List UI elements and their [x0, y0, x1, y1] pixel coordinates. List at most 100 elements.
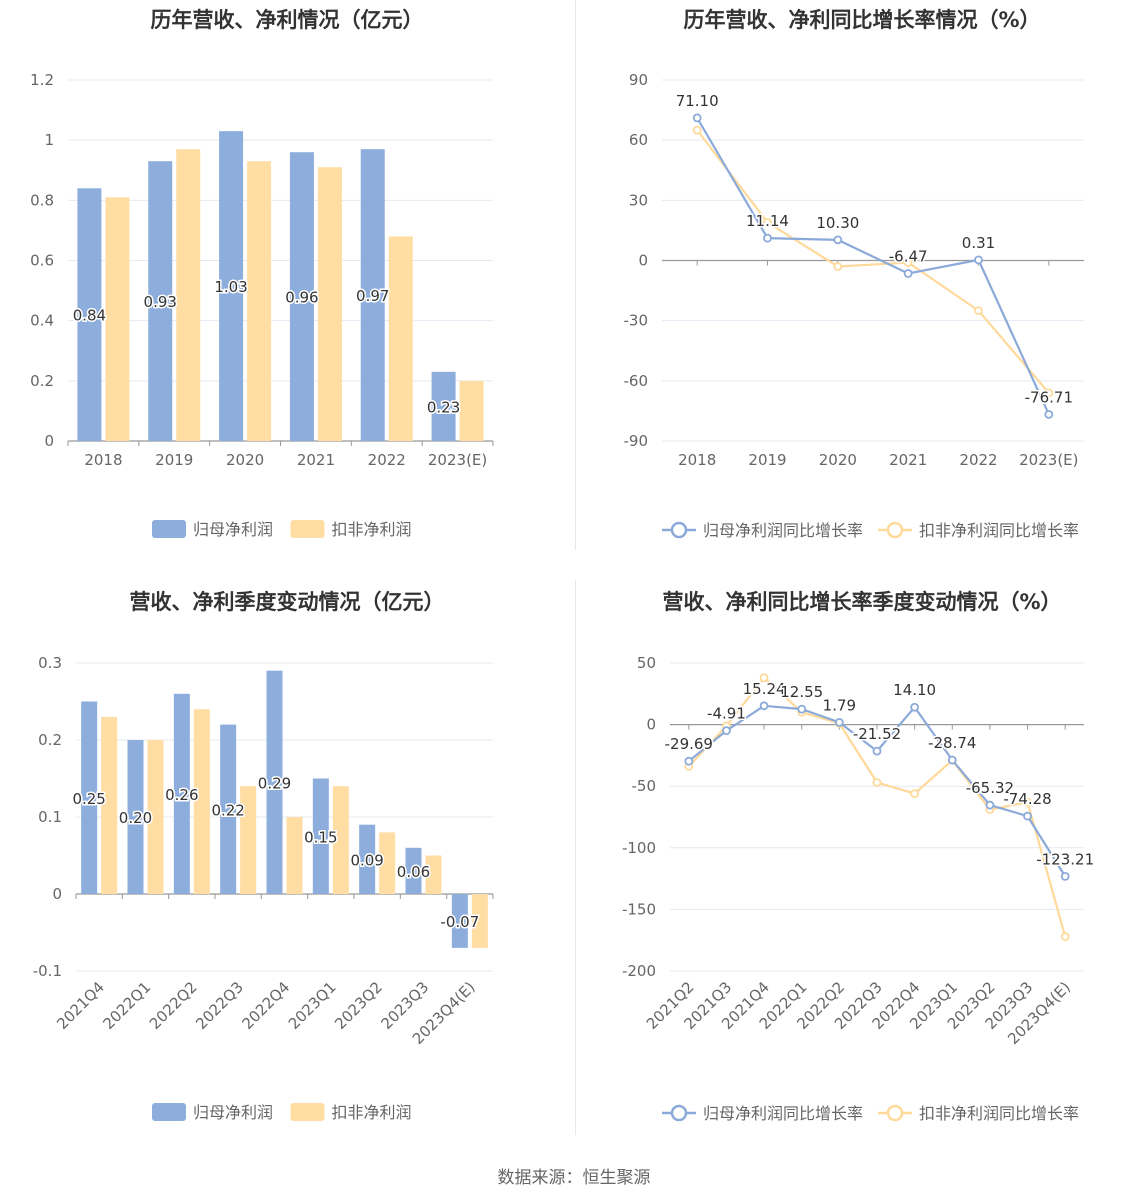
bar-data-label: 0.09: [350, 851, 383, 869]
bar-guimu-net-profit: [81, 701, 98, 894]
point-data-label: -6.47: [889, 247, 928, 265]
bar-koufei-net-profit: [176, 149, 201, 442]
series-point: [974, 306, 983, 316]
y-tick-label: -50: [632, 777, 657, 795]
legend-label: 归母净利润: [193, 1103, 273, 1122]
point-data-label: 15.24: [743, 680, 786, 698]
chart-panel-annual-profit: 历年营收、净利情况（亿元） 1.2 1 0.8 0.6 0.4 0.2 0 0.84 0.93 1…: [0, 0, 574, 560]
series-point: [763, 233, 772, 243]
y-tick-label: -90: [624, 432, 649, 450]
bar-koufei-net-profit: [286, 817, 303, 894]
x-tick-label: 2019: [155, 451, 193, 469]
bar-guimu-net-profit: [359, 824, 376, 894]
bar-data-label: 1.03: [214, 278, 247, 296]
series-point: [1060, 932, 1070, 941]
x-tick-label: 2021: [889, 451, 927, 469]
series-point: [910, 789, 920, 798]
bar-data-label: 0.25: [72, 790, 105, 808]
y-tick-label: 0: [52, 885, 62, 903]
x-tick-label: 2021: [297, 451, 335, 469]
bar-koufei-net-profit: [471, 894, 488, 948]
bar-guimu-net-profit: [360, 149, 385, 442]
bar-guimu-net-profit: [312, 778, 329, 894]
series-point: [910, 702, 920, 712]
y-tick-label: 0.4: [30, 312, 54, 330]
x-tick-label: 2022Q2: [146, 978, 201, 1033]
point-data-label: -76.71: [1025, 388, 1073, 406]
quarterly-growth-line-chart: 500-50-100-150-200-29.69-4.9115.2412.551…: [622, 654, 1096, 1123]
y-tick-label: 1.2: [30, 71, 54, 89]
x-tick-label: 2022Q4: [239, 978, 294, 1033]
x-tick-label: 2022: [959, 451, 997, 469]
legend-label: 扣非净利润同比增长率: [919, 1104, 1079, 1123]
legend-marker: [670, 521, 688, 539]
bar-koufei-net-profit: [332, 786, 349, 894]
series-point: [834, 717, 844, 727]
point-data-label: -29.69: [665, 735, 713, 753]
legend-swatch: [290, 1103, 325, 1121]
point-data-label: 10.30: [816, 214, 859, 232]
bar-data-label: 0.06: [397, 863, 430, 881]
bar-data-label: 0.96: [285, 289, 318, 307]
series-point: [684, 756, 694, 766]
y-tick-label: -200: [622, 962, 656, 980]
x-tick-label: 2018: [84, 451, 122, 469]
legend-label: 归母净利润同比增长率: [703, 521, 863, 540]
series-point: [872, 746, 882, 756]
bar-koufei-net-profit: [147, 740, 164, 894]
y-tick-label: 0.8: [30, 191, 54, 209]
series-point: [974, 255, 983, 265]
point-data-label: -28.74: [928, 734, 976, 752]
bar-koufei-net-profit: [193, 709, 210, 894]
legend-label: 归母净利润: [193, 520, 273, 539]
point-data-label: -21.52: [853, 725, 901, 743]
y-tick-label: 0.3: [38, 654, 62, 672]
chart-title: 营收、净利同比增长率季度变动情况（%）: [662, 590, 1062, 614]
chart-title: 历年营收、净利情况（亿元）: [150, 8, 424, 32]
chart-title: 营收、净利季度变动情况（亿元）: [129, 590, 445, 614]
series-point: [759, 673, 769, 683]
chart-title: 历年营收、净利同比增长率情况（%）: [683, 8, 1041, 32]
series-point: [833, 235, 843, 245]
bar-data-label: 0.15: [304, 828, 337, 846]
series-point: [1023, 811, 1032, 821]
bar-koufei-net-profit: [247, 161, 272, 441]
series-point: [759, 701, 769, 711]
y-tick-label: 0: [638, 252, 648, 270]
y-tick-label: 30: [629, 191, 648, 209]
series-point: [692, 113, 702, 123]
series-point: [763, 217, 772, 227]
bar-koufei-net-profit: [105, 197, 130, 441]
series-point: [947, 755, 957, 765]
y-tick-label: -150: [622, 900, 656, 918]
point-data-label: 12.55: [780, 683, 823, 701]
x-tick-label: 2021Q4: [53, 978, 108, 1033]
point-data-label: 71.10: [676, 92, 719, 110]
bar-data-label: 0.23: [427, 398, 460, 416]
x-tick-label: 2023Q1: [285, 978, 340, 1033]
vertical-divider-bottom: [575, 580, 576, 1135]
legend-marker: [886, 1104, 904, 1122]
series-point: [985, 800, 995, 810]
bar-data-label: 0.26: [165, 786, 198, 804]
point-data-label: 14.10: [893, 681, 936, 699]
series-point: [692, 125, 702, 135]
bar-guimu-net-profit: [289, 152, 314, 441]
legend-label: 扣非净利润: [332, 520, 412, 539]
y-tick-label: -100: [622, 839, 656, 857]
series-point: [1044, 388, 1054, 398]
y-tick-label: 1: [44, 131, 54, 149]
series-line-guimu: [696, 117, 1050, 415]
bar-data-label: 0.93: [144, 293, 177, 311]
y-tick-label: -0.1: [33, 962, 62, 980]
legend-label: 扣非净利润同比增长率: [919, 521, 1079, 540]
annual-growth-line-chart: 90 60 30 0 -30 -60 -90 71.10 11.14 10.30 -6.47 0.31…: [624, 71, 1084, 540]
y-tick-label: 50: [637, 654, 656, 672]
series-point: [1023, 797, 1032, 807]
bar-data-label: 0.84: [73, 307, 106, 325]
x-tick-label: 2023(E): [428, 451, 487, 469]
series-point: [1060, 871, 1070, 881]
legend-label: 归母净利润同比增长率: [703, 1104, 863, 1123]
point-data-label: 11.14: [746, 212, 789, 230]
y-tick-label: 0.1: [38, 808, 62, 826]
